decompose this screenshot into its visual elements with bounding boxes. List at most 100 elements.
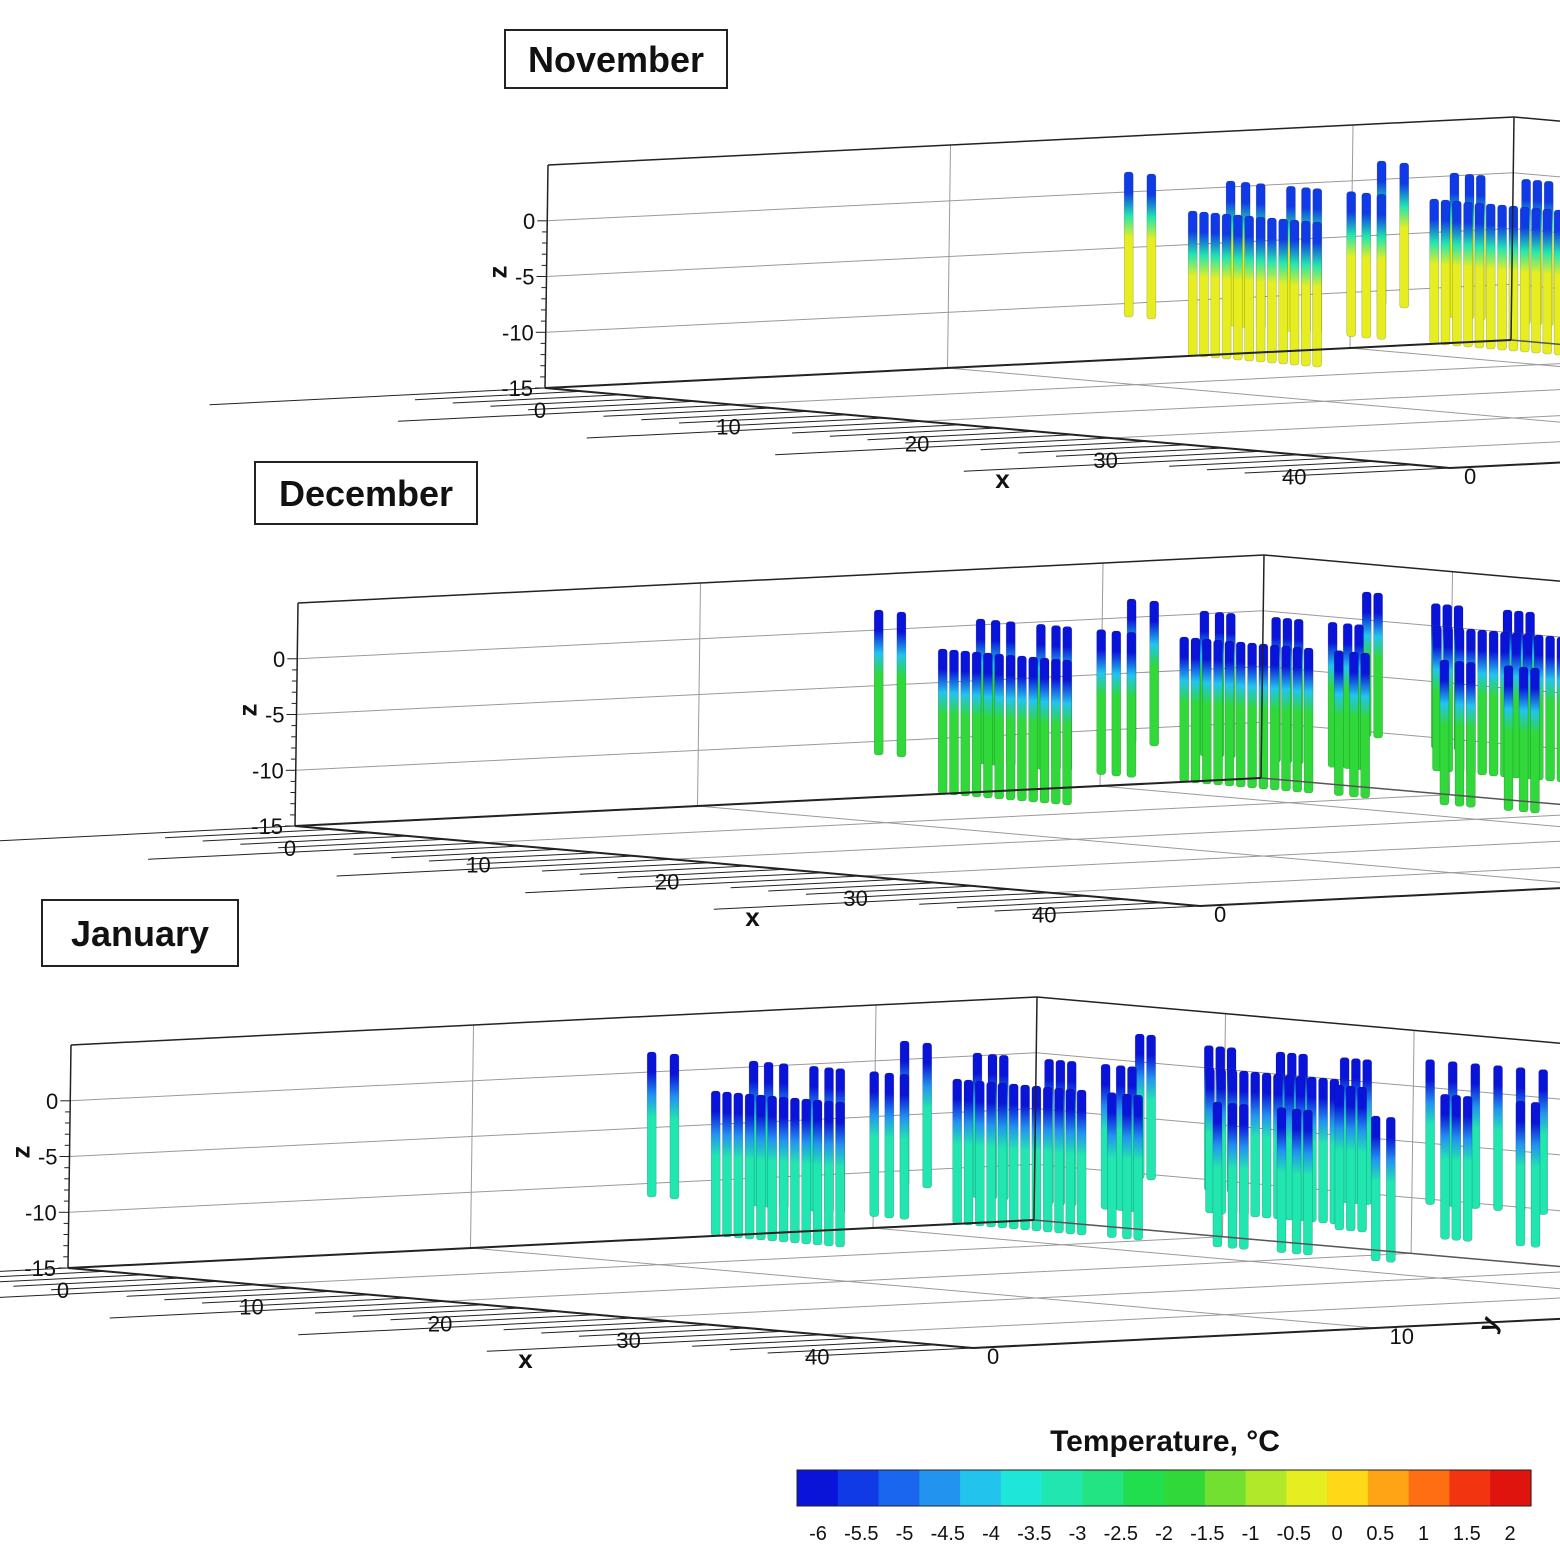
x-tick-label: 10 — [716, 415, 740, 440]
pile-mark — [1518, 666, 1529, 813]
x-tick-mark — [775, 437, 1111, 456]
colorbar-swatch — [960, 1470, 1002, 1506]
x-tick-mark — [209, 387, 546, 406]
pile-mark — [1250, 1071, 1260, 1218]
x-tick-mark — [713, 892, 1050, 910]
grid-line — [1349, 347, 1560, 368]
x-tick-label: 30 — [616, 1328, 640, 1353]
z-axis-title: z — [233, 704, 263, 717]
frame-edge — [1260, 777, 1560, 806]
colorbar-swatch — [837, 1470, 880, 1506]
grid-line — [256, 1236, 1223, 1286]
pile-mark — [1452, 200, 1462, 347]
pile-mark — [1463, 201, 1473, 348]
pile-mark — [994, 653, 1005, 800]
y-tick-label: 0 — [1464, 464, 1476, 489]
colorbar-tick-label: -6 — [809, 1523, 827, 1545]
pile-mark — [1515, 1100, 1526, 1247]
x-tick-labels: 0 10 20 30 40 — [534, 398, 1307, 490]
pile-mark — [1440, 199, 1451, 346]
grid-line — [1035, 1108, 1560, 1156]
pile-mark — [1349, 651, 1359, 798]
colorbar-tick-label: -4.5 — [931, 1523, 965, 1545]
pile-mark — [884, 1072, 895, 1219]
x-tick-mark — [729, 1340, 898, 1351]
pile-mark — [1530, 667, 1540, 814]
pile-mark — [1146, 173, 1157, 320]
pile-mark — [1247, 642, 1257, 789]
month-label: January — [71, 913, 209, 954]
pile-mark — [1146, 1034, 1156, 1181]
pile-mark — [1179, 636, 1189, 783]
z-tick-label: -10 — [502, 320, 534, 345]
z-tick-label: 0 — [273, 647, 285, 672]
pile-mark — [899, 1074, 910, 1220]
x-tick-label: 10 — [239, 1295, 263, 1320]
x-tick-mark — [0, 1284, 257, 1298]
grid-line — [633, 1271, 1560, 1319]
x-tick-mark — [768, 882, 937, 892]
grid-line — [1036, 1052, 1560, 1100]
pile-mark — [1210, 212, 1221, 359]
month-label: November — [528, 39, 704, 80]
pile-mark — [1221, 213, 1232, 360]
x-tick-mark — [1018, 444, 1187, 454]
pile-mark — [1017, 655, 1027, 802]
x-tick-mark — [466, 855, 635, 865]
colorbar-swatches — [797, 1470, 1532, 1506]
colorbar-swatch — [1245, 1470, 1287, 1506]
pile-mark — [1462, 1096, 1473, 1242]
z-tick-label: 0 — [46, 1089, 58, 1114]
pile-mark — [733, 1092, 744, 1239]
pile-mark — [1239, 1104, 1249, 1250]
panel-frame — [209, 116, 1560, 477]
x-tick-label: 20 — [428, 1311, 452, 1336]
colorbar-swatch — [1367, 1470, 1410, 1506]
grid-line — [470, 1247, 1376, 1329]
x-tick-mark — [1093, 450, 1262, 461]
colorbar-swatch — [1123, 1470, 1165, 1506]
pile-mark — [1531, 207, 1541, 354]
frame-edge — [1510, 116, 1515, 341]
pile-mark — [896, 611, 907, 758]
pile-mark — [1123, 171, 1134, 318]
pile-mark — [1213, 639, 1223, 786]
x-tick-mark — [579, 865, 748, 875]
pile-mark — [1376, 194, 1387, 340]
x-tick-mark — [164, 1290, 333, 1301]
x-tick-mark — [542, 862, 710, 872]
pile-mark — [790, 1097, 800, 1244]
x-tick-label: 40 — [1282, 465, 1306, 490]
grid-line — [697, 805, 1560, 883]
pile-mark — [1031, 1085, 1042, 1232]
pile-mark — [1276, 1107, 1287, 1253]
colorbar-outline — [796, 1469, 1532, 1507]
x-tick-mark — [240, 835, 409, 845]
x-tick-mark — [617, 868, 786, 879]
colorbar: Temperature, °C -6 -5.5 -5 -4.5 -4 -3.5 -3 -2.5… — [796, 1425, 1532, 1545]
pile-mark — [1312, 221, 1322, 368]
y-axis-title: y — [1471, 1312, 1504, 1336]
x-tick-mark — [0, 1270, 106, 1278]
grid-line — [922, 389, 1560, 422]
x-tick-mark — [109, 1300, 446, 1319]
grid-line — [1110, 415, 1560, 439]
colorbar-swatch — [919, 1470, 961, 1506]
month-label-box — [41, 899, 239, 967]
grid-line — [872, 1227, 1560, 1290]
month-label: December — [279, 473, 453, 514]
pile-mark — [744, 1093, 755, 1240]
pile-mark — [937, 648, 948, 795]
x-tick-mark — [353, 845, 522, 855]
x-tick-mark — [390, 1310, 559, 1321]
colorbar-swatch — [1082, 1470, 1124, 1506]
pile-mark — [963, 1079, 974, 1226]
x-tick-mark — [792, 424, 960, 434]
pile-mark — [1519, 206, 1530, 353]
grid-line — [70, 1052, 1037, 1102]
x-tick-mark — [867, 430, 1036, 441]
x-tick-mark — [398, 404, 734, 422]
colorbar-tick-label: 1 — [1418, 1523, 1429, 1545]
